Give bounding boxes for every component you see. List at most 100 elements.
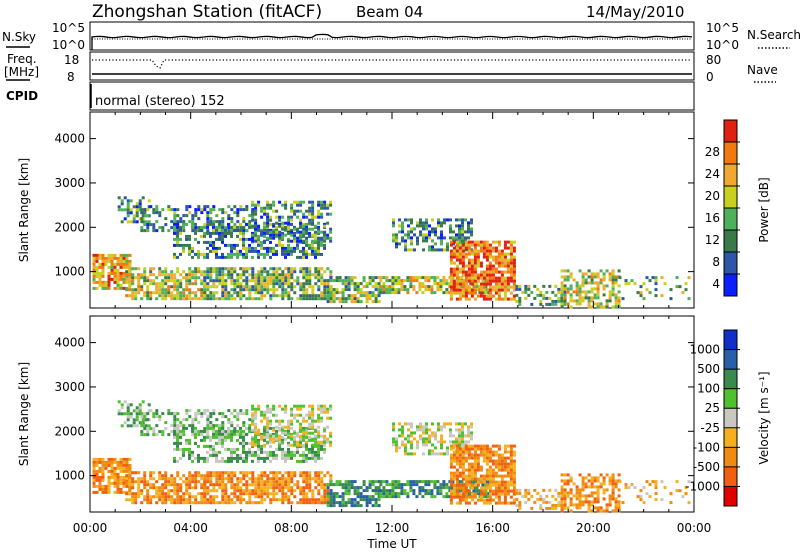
data-cell [251, 405, 254, 408]
data-cell [579, 488, 582, 491]
data-cell [518, 303, 521, 306]
data-cell [329, 237, 332, 240]
data-cell [486, 271, 489, 274]
data-cell [594, 302, 597, 305]
data-cell [278, 489, 281, 492]
data-cell [281, 451, 284, 454]
data-cell [314, 486, 317, 489]
data-cell [431, 230, 434, 233]
data-cell [446, 422, 449, 425]
data-cell [504, 463, 507, 466]
data-cell [474, 469, 477, 472]
data-cell [501, 259, 504, 262]
data-cell [311, 423, 314, 426]
data-cell [456, 241, 459, 244]
data-cell [495, 268, 498, 271]
data-cell [182, 495, 185, 498]
data-cell [293, 232, 296, 235]
data-cell [536, 492, 539, 495]
data-cell [188, 235, 191, 238]
data-cell [200, 294, 203, 297]
data-cell [434, 233, 437, 236]
data-cell [459, 451, 462, 454]
data-cell [233, 253, 236, 256]
data-cell [314, 234, 317, 237]
data-cell [425, 236, 428, 239]
data-cell [489, 265, 492, 268]
data-cell [510, 241, 513, 244]
data-cell [136, 406, 139, 409]
data-cell [480, 289, 483, 292]
data-cell [336, 501, 339, 504]
data-cell [311, 457, 314, 460]
data-cell [260, 210, 263, 213]
data-cell [453, 253, 456, 256]
data-cell [314, 438, 317, 441]
data-cell [263, 267, 266, 270]
data-cell [404, 452, 407, 455]
data-cell [465, 286, 468, 289]
data-cell [287, 432, 290, 435]
data-cell [431, 248, 434, 251]
data-cell [146, 297, 149, 300]
data-cell [155, 282, 158, 285]
data-cell [275, 276, 278, 279]
data-cell [339, 291, 342, 294]
data-cell [446, 242, 449, 245]
data-cell [260, 276, 263, 279]
data-cell [260, 297, 263, 300]
data-cell [251, 210, 254, 213]
data-cell [224, 460, 227, 463]
data-cell [437, 221, 440, 224]
data-cell [129, 254, 132, 257]
data-cell [345, 279, 348, 282]
data-cell [470, 434, 473, 437]
data-cell [272, 282, 275, 285]
data-cell [124, 208, 127, 211]
data-cell [357, 300, 360, 303]
data-cell [302, 216, 305, 219]
data-cell [287, 436, 290, 439]
data-cell [176, 267, 179, 270]
data-cell [351, 486, 354, 489]
data-cell [600, 302, 603, 305]
data-cell [409, 483, 412, 486]
data-cell [108, 266, 111, 269]
data-cell [576, 503, 579, 506]
data-cell [392, 224, 395, 227]
data-cell [495, 502, 498, 505]
data-cell [504, 493, 507, 496]
data-cell [227, 273, 230, 276]
data-cell [434, 227, 437, 230]
data-cell [221, 208, 224, 211]
data-cell [203, 501, 206, 504]
ytick-label: 1000 [54, 265, 85, 279]
data-cell [449, 218, 452, 221]
data-cell [272, 486, 275, 489]
data-cell [440, 443, 443, 446]
data-cell [489, 472, 492, 475]
data-cell [415, 291, 418, 294]
data-cell [221, 270, 224, 273]
data-cell [317, 294, 320, 297]
data-cell [459, 475, 462, 478]
data-cell [437, 452, 440, 455]
data-cell [326, 426, 329, 429]
data-cell [643, 486, 646, 489]
data-cell [108, 275, 111, 278]
data-cell [470, 230, 473, 233]
data-cell [495, 292, 498, 295]
data-cell [299, 201, 302, 204]
data-cell [96, 257, 99, 260]
data-cell [176, 433, 179, 436]
data-cell [459, 292, 462, 295]
data-cell [464, 434, 467, 437]
data-cell [330, 297, 333, 300]
data-cell [257, 501, 260, 504]
data-cell [239, 285, 242, 288]
data-cell [212, 495, 215, 498]
data-cell [305, 495, 308, 498]
data-cell [251, 471, 254, 474]
data-cell [233, 211, 236, 214]
data-cell [142, 418, 145, 421]
